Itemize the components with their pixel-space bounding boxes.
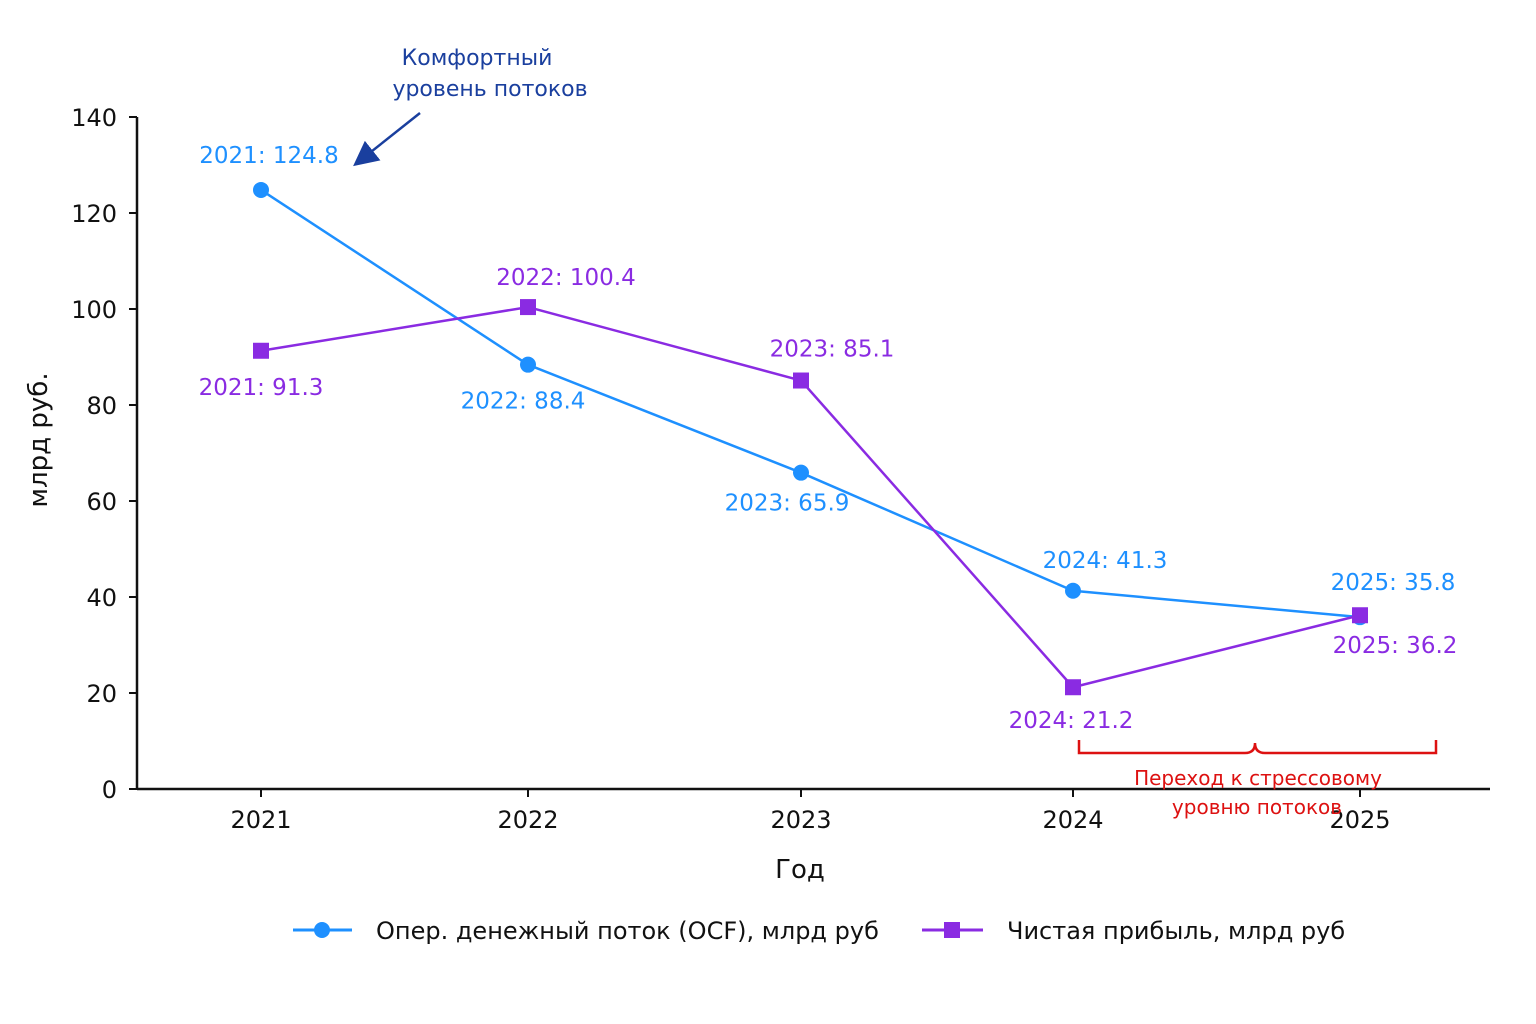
data-label: 2023: 85.1 bbox=[770, 337, 895, 363]
y-ticks: 0 20 40 60 80 100 120 140 bbox=[71, 104, 137, 804]
x-axis-title: Год bbox=[775, 855, 825, 885]
x-tick-label: 2021 bbox=[230, 806, 291, 834]
y-tick-label: 0 bbox=[102, 776, 117, 804]
comfort-annotation-line1: Комфортный bbox=[402, 46, 553, 71]
profit-point bbox=[253, 342, 269, 359]
data-label-layer: 2021: 124.8 2022: 88.4 2023: 65.9 2024: 41.… bbox=[199, 143, 1458, 734]
legend-profit-label: Чистая прибыль, млрд руб bbox=[1007, 917, 1345, 945]
y-tick-label: 60 bbox=[86, 488, 117, 516]
data-label: 2022: 88.4 bbox=[461, 389, 586, 415]
y-tick-label: 140 bbox=[71, 104, 117, 132]
series-line-ocf bbox=[260, 188, 1361, 619]
data-label: 2024: 21.2 bbox=[1009, 708, 1134, 734]
x-tick-label: 2023 bbox=[770, 806, 831, 834]
x-tick-label: 2022 bbox=[497, 806, 558, 834]
y-tick-label: 40 bbox=[86, 584, 117, 612]
x-tick-label: 2025 bbox=[1329, 806, 1390, 834]
profit-point bbox=[1352, 607, 1368, 624]
profit-point bbox=[1065, 679, 1081, 696]
y-tick-label: 20 bbox=[86, 680, 117, 708]
data-label: 2025: 36.2 bbox=[1333, 633, 1458, 659]
ocf-point bbox=[520, 356, 536, 373]
ocf-point bbox=[1065, 582, 1081, 599]
comfort-arrow bbox=[353, 112, 421, 167]
y-tick-label: 120 bbox=[71, 200, 117, 228]
stress-annotation-line1: Переход к стрессовому bbox=[1134, 766, 1382, 790]
series-layer bbox=[253, 181, 1368, 696]
legend-ocf-marker bbox=[314, 922, 330, 938]
stress-annotation-line2: уровню потоков bbox=[1172, 795, 1342, 819]
profit-point bbox=[520, 299, 536, 316]
profit-point bbox=[793, 372, 809, 389]
y-axis-title: млрд руб. bbox=[24, 372, 54, 507]
stress-bracket bbox=[1077, 740, 1438, 755]
data-label: 2021: 91.3 bbox=[199, 375, 324, 401]
comfort-annotation-line2: уровень потоков bbox=[392, 77, 587, 102]
legend: Опер. денежный поток (OCF), млрд руб Чис… bbox=[293, 917, 1345, 945]
y-tick-label: 80 bbox=[86, 392, 117, 420]
data-label: 2025: 35.8 bbox=[1331, 570, 1456, 596]
y-tick-label: 100 bbox=[71, 296, 117, 324]
stress-annotation: Переход к стрессовому уровню потоков bbox=[1077, 740, 1438, 819]
ocf-point bbox=[793, 464, 809, 481]
comfort-annotation: Комфортный уровень потоков bbox=[353, 46, 588, 167]
legend-ocf-label: Опер. денежный поток (OCF), млрд руб bbox=[376, 917, 879, 945]
data-label: 2022: 100.4 bbox=[496, 265, 635, 291]
ocf-point bbox=[253, 181, 269, 198]
x-tick-label: 2024 bbox=[1042, 806, 1103, 834]
data-label: 2021: 124.8 bbox=[199, 143, 338, 169]
x-ticks: 2021 2022 2023 2024 2025 bbox=[230, 789, 1391, 834]
data-label: 2023: 65.9 bbox=[725, 491, 850, 517]
legend-profit-marker bbox=[944, 922, 960, 938]
data-label: 2024: 41.3 bbox=[1043, 548, 1168, 574]
